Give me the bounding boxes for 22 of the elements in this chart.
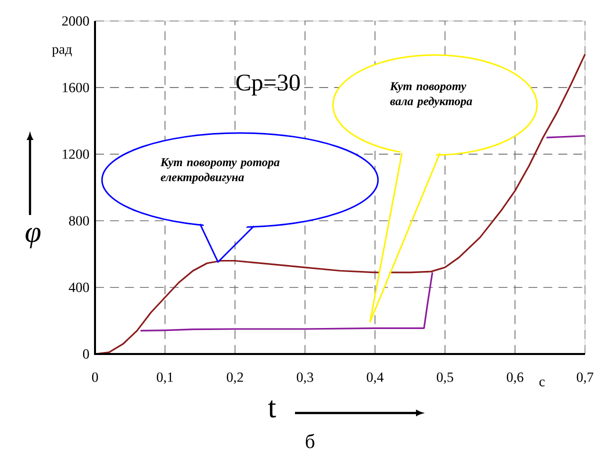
y-axis-title: φ (26, 228, 40, 248)
y-tick-label: 0 (83, 349, 89, 359)
x-tick-label: 0,2 (226, 372, 243, 384)
text: б (306, 434, 314, 448)
x-tick-label: 0 (92, 372, 98, 382)
x-tick-label: 0,4 (366, 372, 384, 384)
text: с (539, 380, 545, 386)
y-tick-label: 800 (69, 216, 89, 226)
annotation: Cp=30 (236, 74, 300, 96)
x-tick-label: 0,7 (576, 372, 594, 384)
text: рад (52, 47, 72, 57)
y-tick-label: 1600 (62, 82, 89, 92)
y-tick-label: 400 (68, 282, 89, 292)
annotation: Кут повороту вала редуктора (390, 82, 472, 108)
y-tick-label: 2000 (62, 16, 89, 26)
x-tick-label: 0,6 (506, 372, 524, 384)
annotation: Кут повороту ротора електродвигуна (160, 158, 280, 184)
y-tick-label: 1200 (62, 149, 89, 159)
x-axis-title: t (268, 400, 276, 418)
x-tick-label: 0,5 (436, 372, 454, 384)
x-tick-label: 0,3 (296, 372, 314, 384)
x-tick-label: 0,1 (156, 372, 173, 384)
